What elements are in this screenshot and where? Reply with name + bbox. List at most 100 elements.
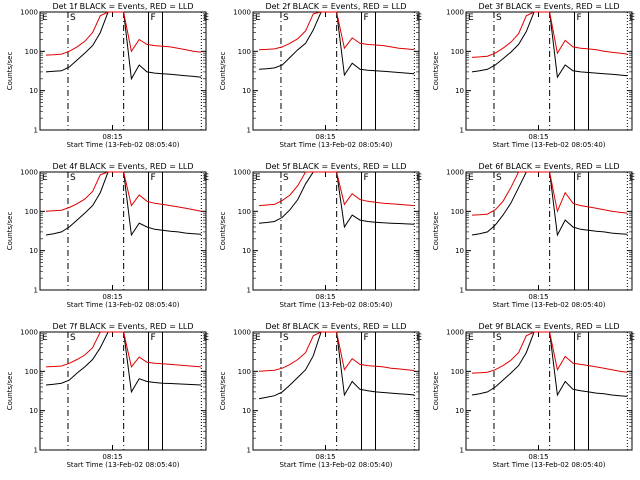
y-axis-label: Counts/sec [6,372,14,411]
plot-frame [465,171,633,291]
x-tick-label: 08:15 [315,453,335,461]
y-tick-label: 1000 [233,9,251,17]
chart-panel-6: Det 6f BLACK = Events, RED = LLD 1 10 100 10… [432,162,635,309]
y-tick-label: 100 [238,368,251,376]
y-tick-label: 1000 [446,169,464,177]
y-tick-label: 1000 [20,329,38,337]
marker-letter-f: F [577,333,582,343]
marker-letter-e_right: E [203,13,209,23]
x-axis-label: Start Time (13-Feb-02 08:05:40) [492,141,605,149]
y-tick-label: 100 [25,48,38,56]
x-axis-label: Start Time (13-Feb-02 08:05:40) [492,461,605,469]
marker-letter-s: S [70,173,76,183]
series-line-lld [258,11,415,51]
marker-letter-f: F [151,333,156,343]
marker-letter-s: S [283,333,289,343]
plot-frame [252,171,420,291]
y-tick-label: 10 [242,407,251,415]
chart-panel-1: Det 1f BLACK = Events, RED = LLD 1 10 100 10… [6,2,209,149]
y-tick-label: 1 [247,127,251,135]
y-tick-label: 10 [29,407,38,415]
marker-letter-e_right: E [416,173,422,183]
marker-letter-e_right: E [629,333,635,343]
y-tick-label: 1 [460,447,464,455]
marker-letter-e_left: E [42,13,48,23]
series-line-lld [45,331,202,369]
marker-letter-e_left: E [255,173,261,183]
marker-letter-e_right: E [416,13,422,23]
x-tick-label: 08:15 [528,453,548,461]
y-tick-label: 10 [455,247,464,255]
y-tick-label: 1 [460,287,464,295]
marker-letter-f: F [364,173,369,183]
y-axis-label: Counts/sec [432,52,440,91]
x-axis-label: Start Time (13-Feb-02 08:05:40) [279,141,392,149]
series-line-lld [471,171,628,216]
series-line-lld [45,171,202,212]
x-tick-label: 08:15 [315,133,335,141]
y-tick-label: 10 [455,87,464,95]
y-axis-label: Counts/sec [219,372,227,411]
marker-letter-e_left: E [468,13,474,23]
y-tick-label: 100 [25,368,38,376]
y-tick-label: 100 [451,368,464,376]
y-tick-label: 1 [34,447,38,455]
y-tick-label: 1000 [446,329,464,337]
marker-letter-s: S [496,173,502,183]
marker-letter-e_right: E [203,333,209,343]
marker-letter-e_left: E [468,333,474,343]
marker-letter-e_left: E [468,173,474,183]
marker-letter-e_left: E [42,173,48,183]
marker-letter-s: S [70,13,76,23]
marker-letter-e_right: E [416,333,422,343]
marker-letter-e_right: E [629,13,635,23]
y-axis-label: Counts/sec [432,212,440,251]
plot-frame [39,171,207,291]
chart-title: Det 9f BLACK = Events, RED = LLD [478,322,619,331]
y-tick-label: 100 [238,208,251,216]
chart-title: Det 4f BLACK = Events, RED = LLD [52,162,193,171]
x-tick-label: 08:15 [528,293,548,301]
marker-letter-e_left: E [255,333,261,343]
chart-title: Det 6f BLACK = Events, RED = LLD [478,162,619,171]
plot-frame [465,331,633,451]
y-tick-label: 10 [29,87,38,95]
marker-letter-s: S [70,333,76,343]
chart-title: Det 7f BLACK = Events, RED = LLD [52,322,193,331]
series-line-lld [471,331,628,374]
marker-letter-f: F [577,13,582,23]
chart-panel-2: Det 2f BLACK = Events, RED = LLD 1 10 100 10… [219,2,422,149]
y-tick-label: 1 [34,127,38,135]
y-tick-label: 10 [242,247,251,255]
y-tick-label: 1000 [20,9,38,17]
y-tick-label: 100 [238,48,251,56]
plot-frame [39,11,207,131]
y-tick-label: 1 [34,287,38,295]
chart-title: Det 8f BLACK = Events, RED = LLD [265,322,406,331]
marker-letter-e_right: E [203,173,209,183]
plot-frame [252,11,420,131]
plot-frame [39,331,207,451]
marker-letter-f: F [364,333,369,343]
series-line-lld [258,171,415,207]
y-tick-label: 1000 [233,169,251,177]
chart-title: Det 2f BLACK = Events, RED = LLD [265,2,406,11]
y-axis-label: Counts/sec [219,212,227,251]
x-axis-label: Start Time (13-Feb-02 08:05:40) [279,461,392,469]
marker-letter-f: F [151,173,156,183]
x-tick-label: 08:15 [102,293,122,301]
y-tick-label: 10 [242,87,251,95]
y-tick-label: 100 [451,48,464,56]
chart-title: Det 5f BLACK = Events, RED = LLD [265,162,406,171]
marker-letter-e_right: E [629,173,635,183]
y-tick-label: 1 [247,287,251,295]
chart-panel-3: Det 3f BLACK = Events, RED = LLD 1 10 100 10… [432,2,635,149]
y-tick-label: 10 [29,247,38,255]
plot-frame [465,11,633,131]
y-tick-label: 1000 [233,329,251,337]
chart-panel-8: Det 8f BLACK = Events, RED = LLD 1 10 100 10… [219,322,422,469]
chart-panel-4: Det 4f BLACK = Events, RED = LLD 1 10 100 10… [6,162,209,309]
plot-frame [252,331,420,451]
marker-letter-e_left: E [42,333,48,343]
